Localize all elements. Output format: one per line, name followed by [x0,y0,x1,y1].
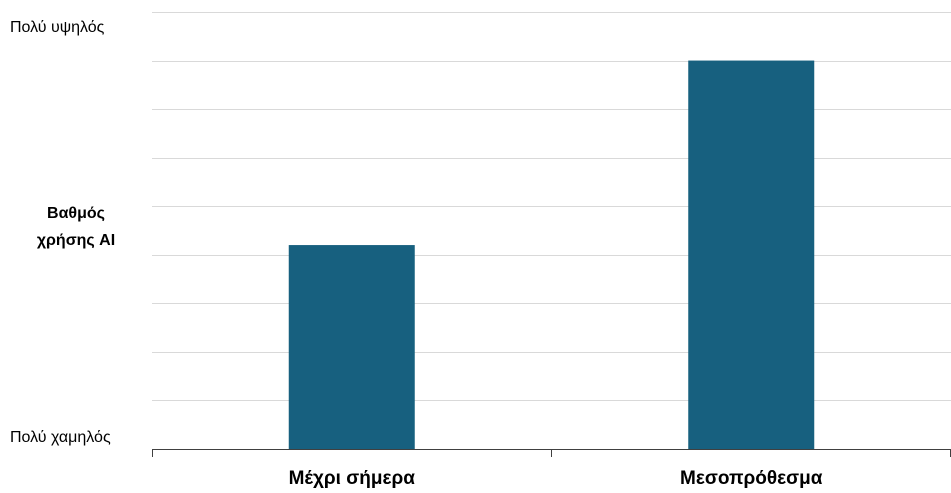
category-label-1: Μέχρι σήμερα [289,468,416,489]
bar-2 [688,60,815,450]
gridlines [152,12,951,401]
y-top-label: Πολύ υψηλός [10,19,105,36]
category-labels: Μέχρι σήμερα Μεσοπρόθεσμα [289,468,823,489]
y-axis-label-line-1: Βαθμός [47,205,105,222]
y-bottom-label: Πολύ χαμηλός [10,429,111,446]
y-axis-label-line-2: χρήσης AI [37,232,115,249]
bars [288,60,815,450]
category-label-2: Μεσοπρόθεσμα [680,468,823,489]
x-axis [152,449,951,457]
bar-1 [288,245,415,449]
